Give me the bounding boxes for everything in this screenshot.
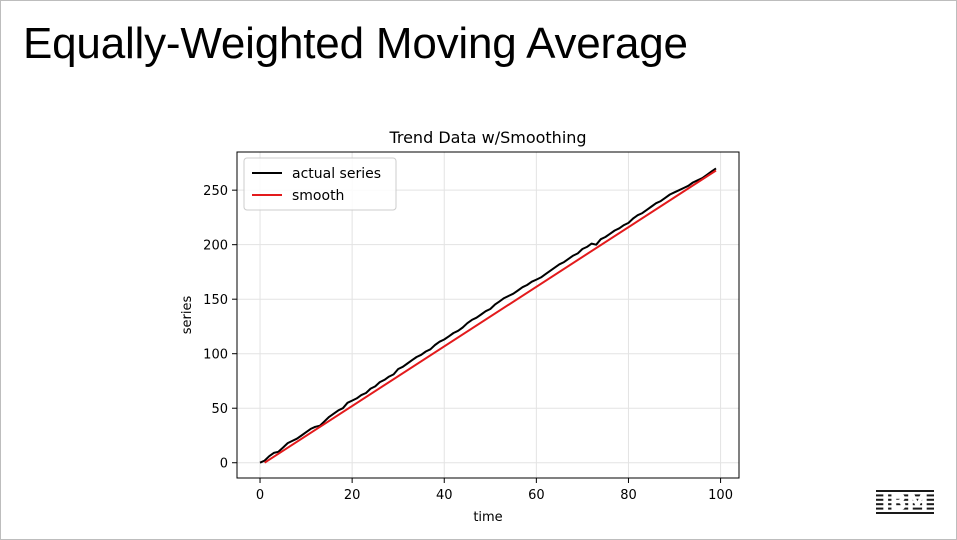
x-tick-label: 40 [436,488,453,503]
x-tick-label: 60 [528,488,545,503]
ibm-logo: IBM [876,490,934,514]
x-tick-label: 80 [620,488,637,503]
x-tick-label: 100 [708,488,733,503]
y-tick-label: 150 [203,293,228,308]
y-tick-label: 250 [203,184,228,199]
chart-grid [237,152,739,478]
svg-text:IBM: IBM [882,491,929,514]
y-tick-label: 200 [203,239,228,254]
slide-title: Equally-Weighted Moving Average [23,19,688,68]
legend-box [243,157,397,211]
legend-label: smooth [292,188,344,204]
y-tick-label: 50 [211,402,228,417]
y-tick-label: 100 [203,348,228,363]
chart-ticks: 0 20 40 60 80 100 0 50 100 150 200 250 [203,184,733,503]
y-tick-label: 0 [220,457,228,472]
chart-title: Trend Data w/Smoothing [388,128,586,147]
x-tick-label: 20 [344,488,361,503]
x-axis-label: time [473,510,502,525]
legend-label: actual series [292,166,381,182]
series-line-smooth [264,169,717,464]
y-axis-label: series [180,296,195,335]
series-line-actual [259,167,717,464]
x-tick-label: 0 [256,488,264,503]
plot-frame [236,151,740,479]
chart-legend: actual series smooth [243,157,397,211]
chart-series [259,167,717,464]
